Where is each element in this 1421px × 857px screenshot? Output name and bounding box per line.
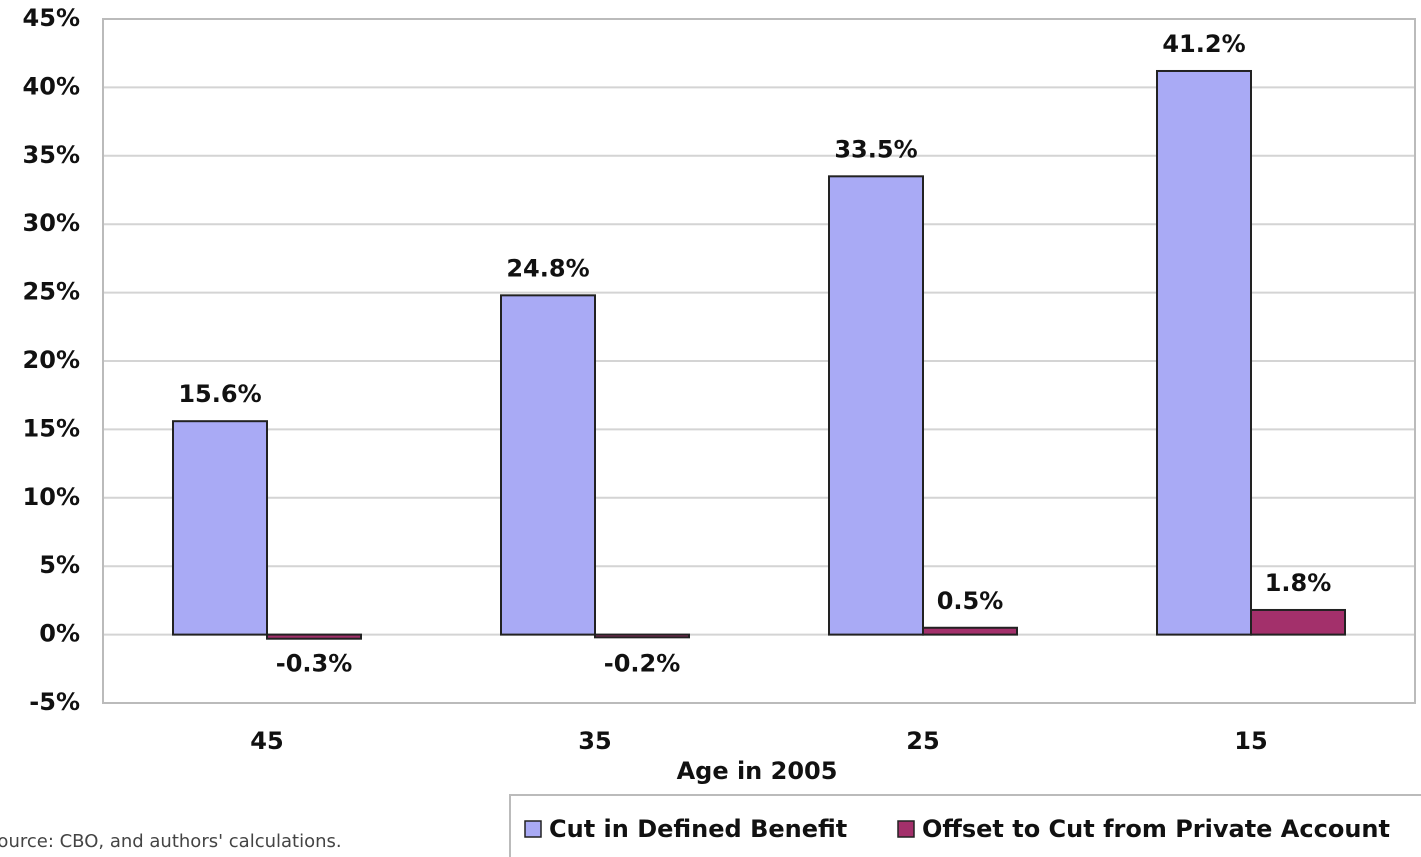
plot-border bbox=[102, 18, 1416, 704]
x-axis-label: Age in 2005 bbox=[677, 757, 838, 785]
legend-swatch bbox=[897, 820, 915, 838]
data-label: 41.2% bbox=[1162, 30, 1245, 58]
data-label: 15.6% bbox=[178, 380, 261, 408]
x-tick-label: 15 bbox=[1234, 727, 1267, 755]
bar bbox=[500, 294, 596, 636]
x-tick-label: 35 bbox=[578, 727, 611, 755]
y-tick-label: 40% bbox=[23, 72, 80, 100]
y-tick-label: 35% bbox=[23, 141, 80, 169]
data-label: -0.3% bbox=[276, 650, 353, 678]
data-label: 0.5% bbox=[937, 587, 1004, 615]
y-tick-label: 0% bbox=[39, 620, 80, 648]
x-tick-label: 25 bbox=[906, 727, 939, 755]
data-label: -0.2% bbox=[604, 650, 681, 678]
y-tick-label: 20% bbox=[23, 346, 80, 374]
bar bbox=[828, 175, 924, 636]
y-tick-label: 30% bbox=[23, 209, 80, 237]
legend-label: Offset to Cut from Private Account bbox=[922, 815, 1390, 843]
y-tick-label: 45% bbox=[23, 4, 80, 32]
y-tick-label: 15% bbox=[23, 414, 80, 442]
bar bbox=[1250, 608, 1346, 636]
data-label: 33.5% bbox=[834, 135, 917, 163]
data-label: 1.8% bbox=[1265, 569, 1332, 597]
data-label: 24.8% bbox=[506, 254, 589, 282]
bar bbox=[1156, 69, 1252, 636]
bar bbox=[266, 633, 362, 640]
source-note: Source: CBO, and authors' calculations. bbox=[0, 831, 342, 852]
legend-label: Cut in Defined Benefit bbox=[549, 815, 847, 843]
y-tick-label: 5% bbox=[39, 551, 80, 579]
legend-box bbox=[509, 794, 1421, 857]
y-tick-label: 10% bbox=[23, 483, 80, 511]
x-tick-label: 45 bbox=[250, 727, 283, 755]
bar bbox=[594, 633, 690, 639]
y-tick-label: -5% bbox=[29, 688, 80, 716]
legend-swatch bbox=[524, 820, 542, 838]
bar bbox=[172, 420, 268, 636]
y-tick-label: 25% bbox=[23, 278, 80, 306]
bar bbox=[922, 626, 1018, 636]
